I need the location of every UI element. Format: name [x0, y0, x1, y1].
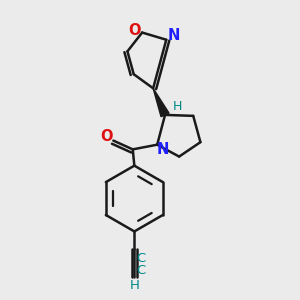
- Text: H: H: [172, 100, 182, 112]
- Text: N: N: [168, 28, 180, 44]
- Polygon shape: [153, 88, 169, 117]
- Text: C: C: [136, 252, 146, 265]
- Text: H: H: [129, 279, 139, 292]
- Text: O: O: [100, 129, 113, 144]
- Text: N: N: [157, 142, 169, 157]
- Text: O: O: [128, 22, 140, 38]
- Text: C: C: [136, 264, 146, 277]
